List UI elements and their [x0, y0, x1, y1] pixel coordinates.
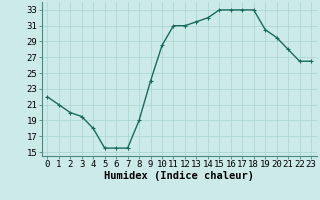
X-axis label: Humidex (Indice chaleur): Humidex (Indice chaleur) [104, 171, 254, 181]
